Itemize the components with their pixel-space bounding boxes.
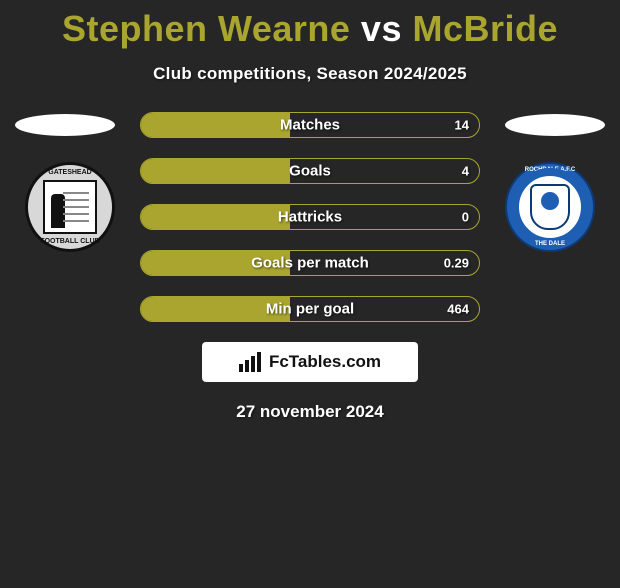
stat-label: Goals <box>289 163 331 180</box>
stat-fill-left <box>141 159 290 183</box>
stat-row: Hattricks 0 <box>140 204 480 230</box>
stats-table: Matches 14 Goals 4 Hattricks 0 Goals per match… <box>140 112 480 322</box>
club1-badge-inner <box>43 180 97 234</box>
stat-label: Goals per match <box>251 255 369 272</box>
stat-label: Min per goal <box>266 301 354 318</box>
club1-ring-text-bottom: FOOTBALL CLUB <box>28 238 112 245</box>
player2-name: McBride <box>412 8 558 49</box>
stat-value-right: 464 <box>447 302 469 317</box>
stat-fill-left <box>141 205 290 229</box>
stat-fill-left <box>141 113 290 137</box>
stat-label: Matches <box>280 117 340 134</box>
club2-shield-icon <box>530 184 570 230</box>
club2-ring-text-bottom: THE DALE <box>507 241 593 247</box>
stat-value-right: 14 <box>455 118 469 133</box>
player2-photo-placeholder <box>505 114 605 136</box>
comparison-title: Stephen Wearne vs McBride <box>0 8 620 50</box>
player1-name: Stephen Wearne <box>62 8 350 49</box>
stat-row: Matches 14 <box>140 112 480 138</box>
stat-row: Min per goal 464 <box>140 296 480 322</box>
club2-badge-inner-ring <box>511 168 589 246</box>
player1-photo-placeholder <box>15 114 115 136</box>
club2-badge: ROCHDALE A.F.C THE DALE <box>505 162 595 252</box>
stat-label: Hattricks <box>278 209 342 226</box>
stat-row: Goals 4 <box>140 158 480 184</box>
stat-row: Goals per match 0.29 <box>140 250 480 276</box>
stat-value-right: 0.29 <box>444 256 469 271</box>
club1-lines-icon <box>63 192 89 222</box>
stat-value-right: 4 <box>462 164 469 179</box>
brand-text: FcTables.com <box>269 352 381 372</box>
content-area: GATESHEAD FOOTBALL CLUB ROCHDALE A.F.C T… <box>0 112 620 422</box>
date-text: 27 november 2024 <box>0 402 620 422</box>
stat-value-right: 0 <box>462 210 469 225</box>
club1-ring-text-top: GATESHEAD <box>28 169 112 176</box>
club2-badge-ring: ROCHDALE A.F.C THE DALE <box>505 162 595 252</box>
club1-badge: GATESHEAD FOOTBALL CLUB <box>25 162 115 252</box>
brand-badge[interactable]: FcTables.com <box>202 342 418 382</box>
brand-chart-icon <box>239 352 263 372</box>
subtitle: Club competitions, Season 2024/2025 <box>0 64 620 84</box>
club1-badge-ring: GATESHEAD FOOTBALL CLUB <box>25 162 115 252</box>
vs-word: vs <box>361 8 402 49</box>
